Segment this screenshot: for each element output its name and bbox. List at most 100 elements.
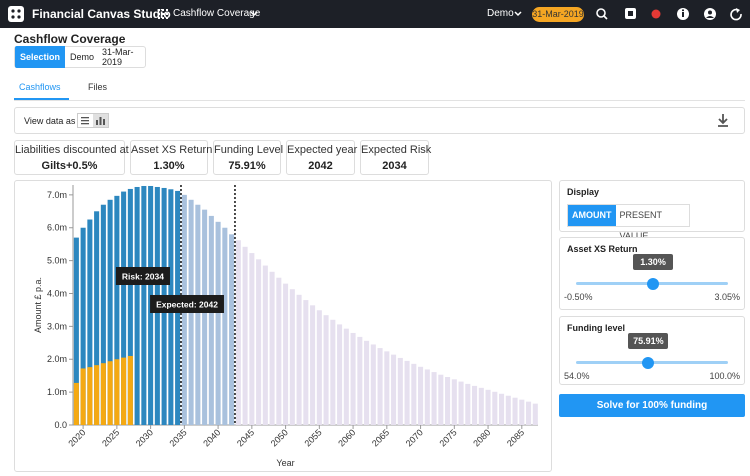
page-selector[interactable]: Cashflow Coverage <box>173 8 261 19</box>
bar <box>94 365 100 425</box>
x-tick-label: 2060 <box>336 427 357 448</box>
display-toggle: AMOUNT PRESENT VALUE <box>567 204 690 241</box>
bar <box>262 265 268 425</box>
chart-panel: 0.0 1.0m 2.0m 3.0m 4.0m 5.0m 6.0m 7.0m 2020 2025 2… <box>14 180 552 472</box>
bar <box>283 283 289 425</box>
bar <box>465 383 471 425</box>
bar <box>134 186 140 425</box>
bar <box>424 369 430 425</box>
view-toolbar: View data as <box>14 107 745 134</box>
slider-label: Funding level <box>567 323 626 333</box>
apps-icon[interactable] <box>158 9 168 19</box>
marker-box <box>115 267 170 285</box>
x-axis-title: Year <box>276 458 294 468</box>
bar <box>127 355 133 425</box>
bar <box>215 221 221 425</box>
bar <box>492 391 498 425</box>
bar <box>499 393 505 425</box>
bar <box>411 363 417 425</box>
bar <box>438 374 444 425</box>
x-tick-label: 2020 <box>66 427 87 448</box>
bar <box>418 366 424 425</box>
chip[interactable]: Demo <box>70 52 95 62</box>
slider-tooltip: 75.91% <box>628 333 669 349</box>
tab[interactable]: Files <box>88 82 108 92</box>
y-tick-label: 4.0m <box>47 288 67 298</box>
slider-tooltip: 1.30% <box>633 254 674 270</box>
stat-label: Liabilities discounted at <box>15 144 129 156</box>
toggle-option[interactable]: PRESENT VALUE <box>619 210 662 241</box>
bar <box>202 209 208 425</box>
bar <box>384 351 390 425</box>
date-badge[interactable]: 31-Mar-2019 <box>532 7 584 22</box>
bar <box>80 368 86 425</box>
slider-max: 100.0% <box>709 371 740 381</box>
stat-value: 1.30% <box>153 160 185 172</box>
bar <box>303 300 309 425</box>
bar <box>289 289 295 425</box>
tab[interactable]: Cashflows <box>19 82 61 92</box>
toolbar-icons <box>596 8 742 21</box>
slider-min: 54.0% <box>564 371 590 381</box>
download-icon[interactable] <box>717 114 729 128</box>
selection-chips: Selection Demo 31-Mar-2019 <box>14 46 146 68</box>
stat-value: 2034 <box>382 160 407 172</box>
bar <box>121 357 127 425</box>
bar <box>316 310 322 425</box>
solve-button[interactable]: Solve for 100% funding <box>559 394 745 417</box>
slider-min: -0.50% <box>564 292 593 302</box>
bar <box>229 234 235 425</box>
y-tick-label: 5.0m <box>47 256 67 266</box>
bar <box>377 348 383 425</box>
bar <box>451 379 457 425</box>
x-tick-label: 2070 <box>404 427 425 448</box>
bar <box>195 204 201 425</box>
slider-panel: Asset XS Return 1.30% -0.50% 3.05% <box>559 237 745 310</box>
stat-value: Gilts+0.5% <box>41 160 98 172</box>
stat-label: Expected year <box>287 144 358 156</box>
bar <box>114 359 120 425</box>
chip[interactable]: Selection <box>15 46 66 68</box>
stat-label: Funding Level <box>214 144 284 156</box>
chip[interactable]: 31-Mar-2019 <box>102 47 134 67</box>
bar <box>141 185 147 425</box>
bar <box>478 387 484 425</box>
bar <box>350 332 356 425</box>
app-title: Financial Canvas Studio <box>32 7 171 21</box>
x-tick-label: 2030 <box>134 427 155 448</box>
bar <box>242 246 248 425</box>
x-tick-label: 2085 <box>505 427 526 448</box>
chevron <box>514 11 522 17</box>
bar <box>114 195 120 425</box>
bar <box>256 259 262 425</box>
toggle-option[interactable]: AMOUNT <box>568 205 616 226</box>
bar <box>337 324 343 425</box>
stat-card: Funding Level 75.91% <box>213 140 284 175</box>
bar <box>445 377 451 425</box>
x-tick-label: 2080 <box>471 427 492 448</box>
bar <box>330 319 336 425</box>
logo <box>8 6 24 22</box>
stat-label: Expected Risk <box>361 144 432 156</box>
y-tick-label: 2.0m <box>47 354 67 364</box>
y-tick-label: 6.0m <box>47 223 67 233</box>
stat-card: Asset XS Return 1.30% <box>130 140 212 175</box>
bar <box>472 385 478 425</box>
bar <box>87 367 93 425</box>
y-axis-title: Amount £ p.a. <box>33 277 43 333</box>
chevron <box>250 11 258 17</box>
marker-box <box>150 295 224 313</box>
x-tick-label: 2035 <box>168 427 189 448</box>
slider-thumb[interactable] <box>647 277 660 290</box>
bar <box>323 315 329 425</box>
panel-label: Display <box>567 187 600 197</box>
slider-thumb[interactable] <box>642 356 655 369</box>
view-toggle[interactable] <box>77 113 109 128</box>
bar <box>370 344 376 425</box>
page-title: Cashflow Coverage <box>14 32 126 46</box>
bar <box>519 399 525 425</box>
bar <box>100 204 106 425</box>
user-selector[interactable]: Demo <box>487 8 514 19</box>
bar <box>100 363 106 425</box>
bar <box>87 219 93 425</box>
